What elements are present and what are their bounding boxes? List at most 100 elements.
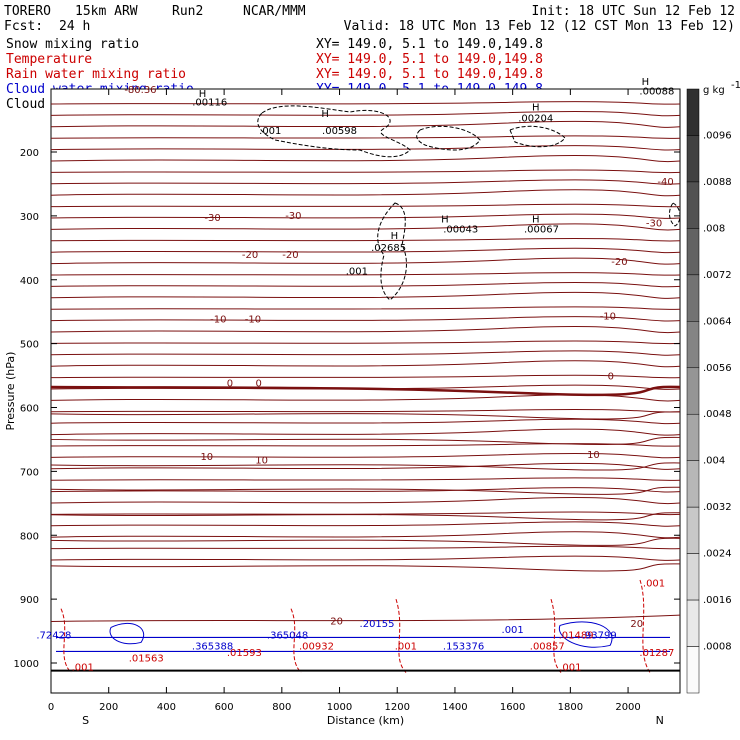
isotherm-line — [50, 563, 681, 572]
colorbar-unit-exponent: -1 — [731, 80, 740, 91]
y-tick-label: 900 — [20, 595, 39, 606]
rain-label: .001 — [559, 663, 581, 674]
temperature-label: 20 — [330, 617, 343, 628]
x-tick-label: 1200 — [385, 702, 410, 713]
model-name: TORERO — [4, 4, 51, 19]
snow-label: .00598 — [322, 126, 357, 137]
y-tick-label: 200 — [20, 148, 39, 159]
colorbar-segment — [686, 181, 700, 229]
colorbar-tick-label: .0016 — [703, 595, 732, 606]
snow-contour — [416, 125, 481, 151]
valid-time: Valid: 18 UTC Mon 13 Feb 12 (12 CST Mon … — [344, 19, 735, 34]
isotherm-line — [50, 257, 681, 265]
legend-xy: XY= 149.0, 5.1 to 149.0,149.8 — [316, 52, 543, 67]
colorbar-segment — [686, 413, 700, 461]
cloud-water-label: .153376 — [443, 642, 484, 653]
zero-isotherm-line — [50, 385, 681, 397]
isotherm-line — [50, 203, 681, 208]
colorbar-segment — [686, 228, 700, 276]
isotherm-line — [50, 531, 681, 539]
isotherm-line — [50, 443, 681, 447]
rain-contour — [60, 608, 72, 673]
resolution: 15km ARW — [75, 4, 138, 19]
isotherm-line — [50, 101, 681, 105]
header: TORERO 15km ARW Run2 NCAR/MMM Init: 18 U… — [4, 4, 735, 34]
cloud-water-label: .001 — [502, 625, 524, 636]
max-marker: H — [532, 214, 540, 225]
isotherm-line — [50, 497, 681, 505]
rain-contour — [550, 598, 562, 673]
isotherm-line — [50, 418, 681, 425]
isotherm-line — [50, 247, 681, 254]
isotherm-line — [50, 545, 681, 550]
snow-contour — [509, 125, 566, 148]
rain-label: .01489 — [559, 631, 594, 642]
snow-label: .00043 — [443, 224, 478, 235]
y-tick-label: 300 — [20, 212, 39, 223]
snow-label: .001 — [346, 267, 368, 278]
colorbar-tick-label: .0096 — [703, 130, 732, 141]
rain-label: .01563 — [129, 654, 164, 665]
x-tick-label: 800 — [272, 702, 291, 713]
temperature-label: -10 — [210, 315, 226, 326]
temperature-label: -20 — [611, 257, 627, 268]
colorbar-unit: g kg — [703, 85, 725, 96]
isotherm-line — [50, 189, 681, 197]
colorbar-tick-label: .0064 — [703, 316, 732, 327]
temperature-label: -40 — [657, 177, 673, 188]
org-name: NCAR/MMM — [243, 4, 306, 19]
rain-contour — [639, 579, 651, 673]
isotherm-line — [50, 213, 681, 219]
x-tick-label: 2000 — [615, 702, 640, 713]
y-tick-label: 400 — [20, 276, 39, 287]
x-tick-label: 1600 — [500, 702, 525, 713]
y-tick-label: 1000 — [14, 659, 39, 670]
isotherm-line — [50, 408, 681, 413]
temperature-contours — [50, 101, 681, 572]
isotherm-line — [50, 477, 681, 481]
isotherm-line — [50, 326, 681, 334]
colorbar-segment — [686, 506, 700, 554]
isotherm-line — [50, 452, 681, 459]
legend-name: Snow mixing ratio — [6, 37, 139, 52]
isotherm-line — [50, 614, 681, 622]
colorbar-tick-label: .0024 — [703, 549, 732, 560]
isotherm-line — [50, 555, 681, 561]
isotherm-line — [50, 462, 681, 471]
isotherm-line — [50, 155, 681, 163]
max-marker: H — [642, 77, 650, 88]
legend-xy: XY= 149.0, 5.1 to 149.0,149.8 — [316, 67, 543, 82]
isotherm-line — [50, 428, 681, 436]
boundary-layer-contours — [50, 579, 681, 673]
isotherm-line — [50, 360, 681, 368]
isotherm-line — [50, 537, 681, 546]
isotherm-line — [50, 306, 681, 310]
colorbar-segment — [686, 599, 700, 647]
cloud-water-label: .72428 — [36, 631, 71, 642]
isotherm-line — [50, 394, 681, 402]
legend-xy: XY= 149.0, 5.1 to 149.0,149.8 — [316, 37, 543, 52]
x-tick-label: 0 — [48, 702, 54, 713]
isotherm-line — [50, 316, 681, 322]
isotherm-line — [50, 179, 681, 185]
isotherm-line — [50, 272, 681, 276]
temperature-label: -10 — [245, 315, 261, 326]
isotherm-line — [50, 340, 681, 345]
colorbar-segment — [686, 367, 700, 415]
isotherm-line — [50, 511, 681, 516]
axes: 0 200 400 600 800 1000 1200 1400 1600 1800 2000200… — [4, 89, 680, 727]
colorbar-segment — [686, 88, 700, 136]
temperature-label: 0 — [227, 378, 233, 389]
cloud-water-contour — [109, 622, 144, 645]
temperature-label: -10 — [600, 311, 616, 322]
isotherm-line — [50, 512, 681, 521]
run-name: Run2 — [172, 4, 203, 19]
cloud-water-contour — [558, 621, 613, 648]
x-tick-label: 400 — [157, 702, 176, 713]
temperature-label: 10 — [587, 450, 600, 461]
rain-label: .001 — [643, 578, 665, 589]
x-tick-label: 1800 — [558, 702, 583, 713]
x-tick-label: 1000 — [327, 702, 352, 713]
x-tick-label: 1400 — [442, 702, 467, 713]
isotherm-line — [50, 237, 681, 242]
